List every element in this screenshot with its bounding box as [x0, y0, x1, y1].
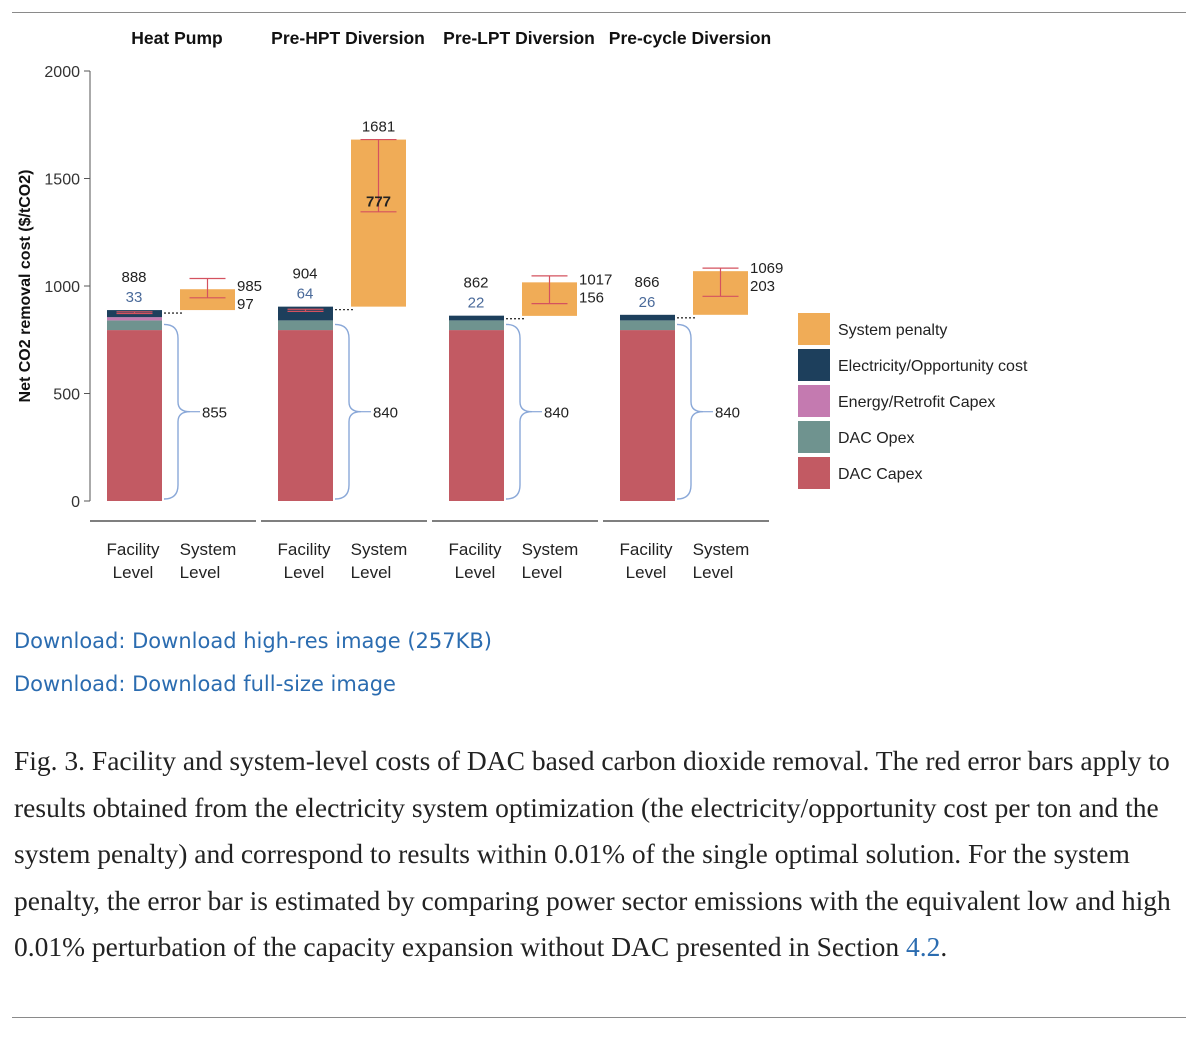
brace-label: 840: [544, 405, 569, 422]
x-label-facility: Facility: [278, 540, 331, 559]
download-highres-link[interactable]: Download: Download high-res image (257KB…: [14, 629, 492, 653]
legend-label: Energy/Retrofit Capex: [838, 394, 995, 411]
caption-text: Fig. 3. Facility and system-level costs …: [14, 745, 1171, 963]
electricity-cost-label: 33: [126, 289, 143, 306]
x-label-system: System: [351, 540, 408, 559]
electricity-cost-label: 64: [297, 286, 314, 303]
facility-bar-segment: [449, 315, 504, 321]
system-penalty-label: 156: [579, 289, 604, 306]
system-total-label: 985: [237, 278, 262, 295]
brace-label: 855: [202, 405, 227, 422]
system-penalty-bar: [180, 289, 235, 311]
stacked-bar-chart: 0 500 1000 1500 2000 Net CO2 removal cost ($/…: [17, 28, 1028, 582]
x-label-system: System: [522, 540, 579, 559]
figure-caption: Fig. 3. Facility and system-level costs …: [14, 738, 1184, 971]
y-tick-label: 0: [71, 494, 80, 511]
x-label-level: Level: [522, 563, 563, 582]
download-fullsize-link[interactable]: Download: Download full-size image: [14, 672, 396, 696]
facet-title: Heat Pump: [131, 28, 222, 48]
brace: [334, 323, 362, 500]
y-tick-label: 2000: [44, 64, 80, 81]
legend-swatch: [798, 421, 830, 453]
x-label-level: Level: [113, 563, 154, 582]
facility-bar-segment: [620, 320, 675, 331]
facet-title: Pre-LPT Diversion: [443, 28, 595, 48]
facility-bar-segment: [107, 330, 162, 501]
system-total-label: 1069: [750, 260, 783, 277]
brace-label: 840: [715, 405, 740, 422]
x-label-system: System: [180, 540, 237, 559]
y-tick-label: 500: [53, 387, 80, 404]
x-label-facility: Facility: [620, 540, 673, 559]
facility-bar-segment: [449, 320, 504, 331]
y-axis-label: Net CO2 removal cost ($/tCO2): [17, 170, 34, 403]
legend-label: Electricity/Opportunity cost: [838, 358, 1028, 375]
x-label-level: Level: [180, 563, 221, 582]
system-penalty-label: 203: [750, 278, 775, 295]
facility-bar-segment: [620, 330, 675, 501]
electricity-cost-label: 26: [639, 294, 656, 311]
facility-bar-segment: [107, 320, 162, 331]
caption-end: .: [940, 931, 948, 963]
legend-swatch: [798, 457, 830, 489]
legend-swatch: [798, 349, 830, 381]
brace: [676, 323, 704, 500]
facility-bar-segment: [449, 330, 504, 501]
facility-total-label: 866: [634, 274, 659, 291]
facility-bar-segment: [278, 306, 333, 321]
x-label-level: Level: [351, 563, 392, 582]
legend-label: DAC Capex: [838, 466, 922, 483]
x-label-facility: Facility: [107, 540, 160, 559]
facet-title: Pre-HPT Diversion: [271, 28, 425, 48]
legend-label: System penalty: [838, 322, 947, 339]
system-penalty-label: 777: [366, 193, 391, 210]
electricity-cost-label: 22: [468, 295, 485, 312]
facility-bar-segment: [620, 314, 675, 321]
brace: [163, 323, 191, 500]
system-total-label: 1017: [579, 271, 612, 288]
top-divider: [12, 12, 1186, 13]
facility-total-label: 888: [121, 269, 146, 286]
facet-title: Pre-cycle Diversion: [609, 28, 771, 48]
facility-total-label: 862: [463, 275, 488, 292]
facility-bar-segment: [278, 320, 333, 331]
x-label-level: Level: [693, 563, 734, 582]
x-label-level: Level: [626, 563, 667, 582]
system-total-label: 1681: [362, 119, 395, 136]
y-tick-label: 1500: [44, 172, 80, 189]
section-ref-link[interactable]: 4.2: [906, 931, 941, 963]
y-tick-label: 1000: [44, 279, 80, 296]
facility-bar-segment: [107, 317, 162, 321]
legend-swatch: [798, 385, 830, 417]
brace-label: 840: [373, 405, 398, 422]
bottom-divider: [12, 1017, 1186, 1018]
x-label-level: Level: [455, 563, 496, 582]
x-label-facility: Facility: [449, 540, 502, 559]
brace: [505, 323, 533, 500]
legend-label: DAC Opex: [838, 430, 914, 447]
facility-total-label: 904: [292, 266, 317, 283]
x-label-system: System: [693, 540, 750, 559]
system-penalty-label: 97: [237, 296, 254, 313]
x-label-level: Level: [284, 563, 325, 582]
facility-bar-segment: [278, 330, 333, 501]
legend-swatch: [798, 313, 830, 345]
